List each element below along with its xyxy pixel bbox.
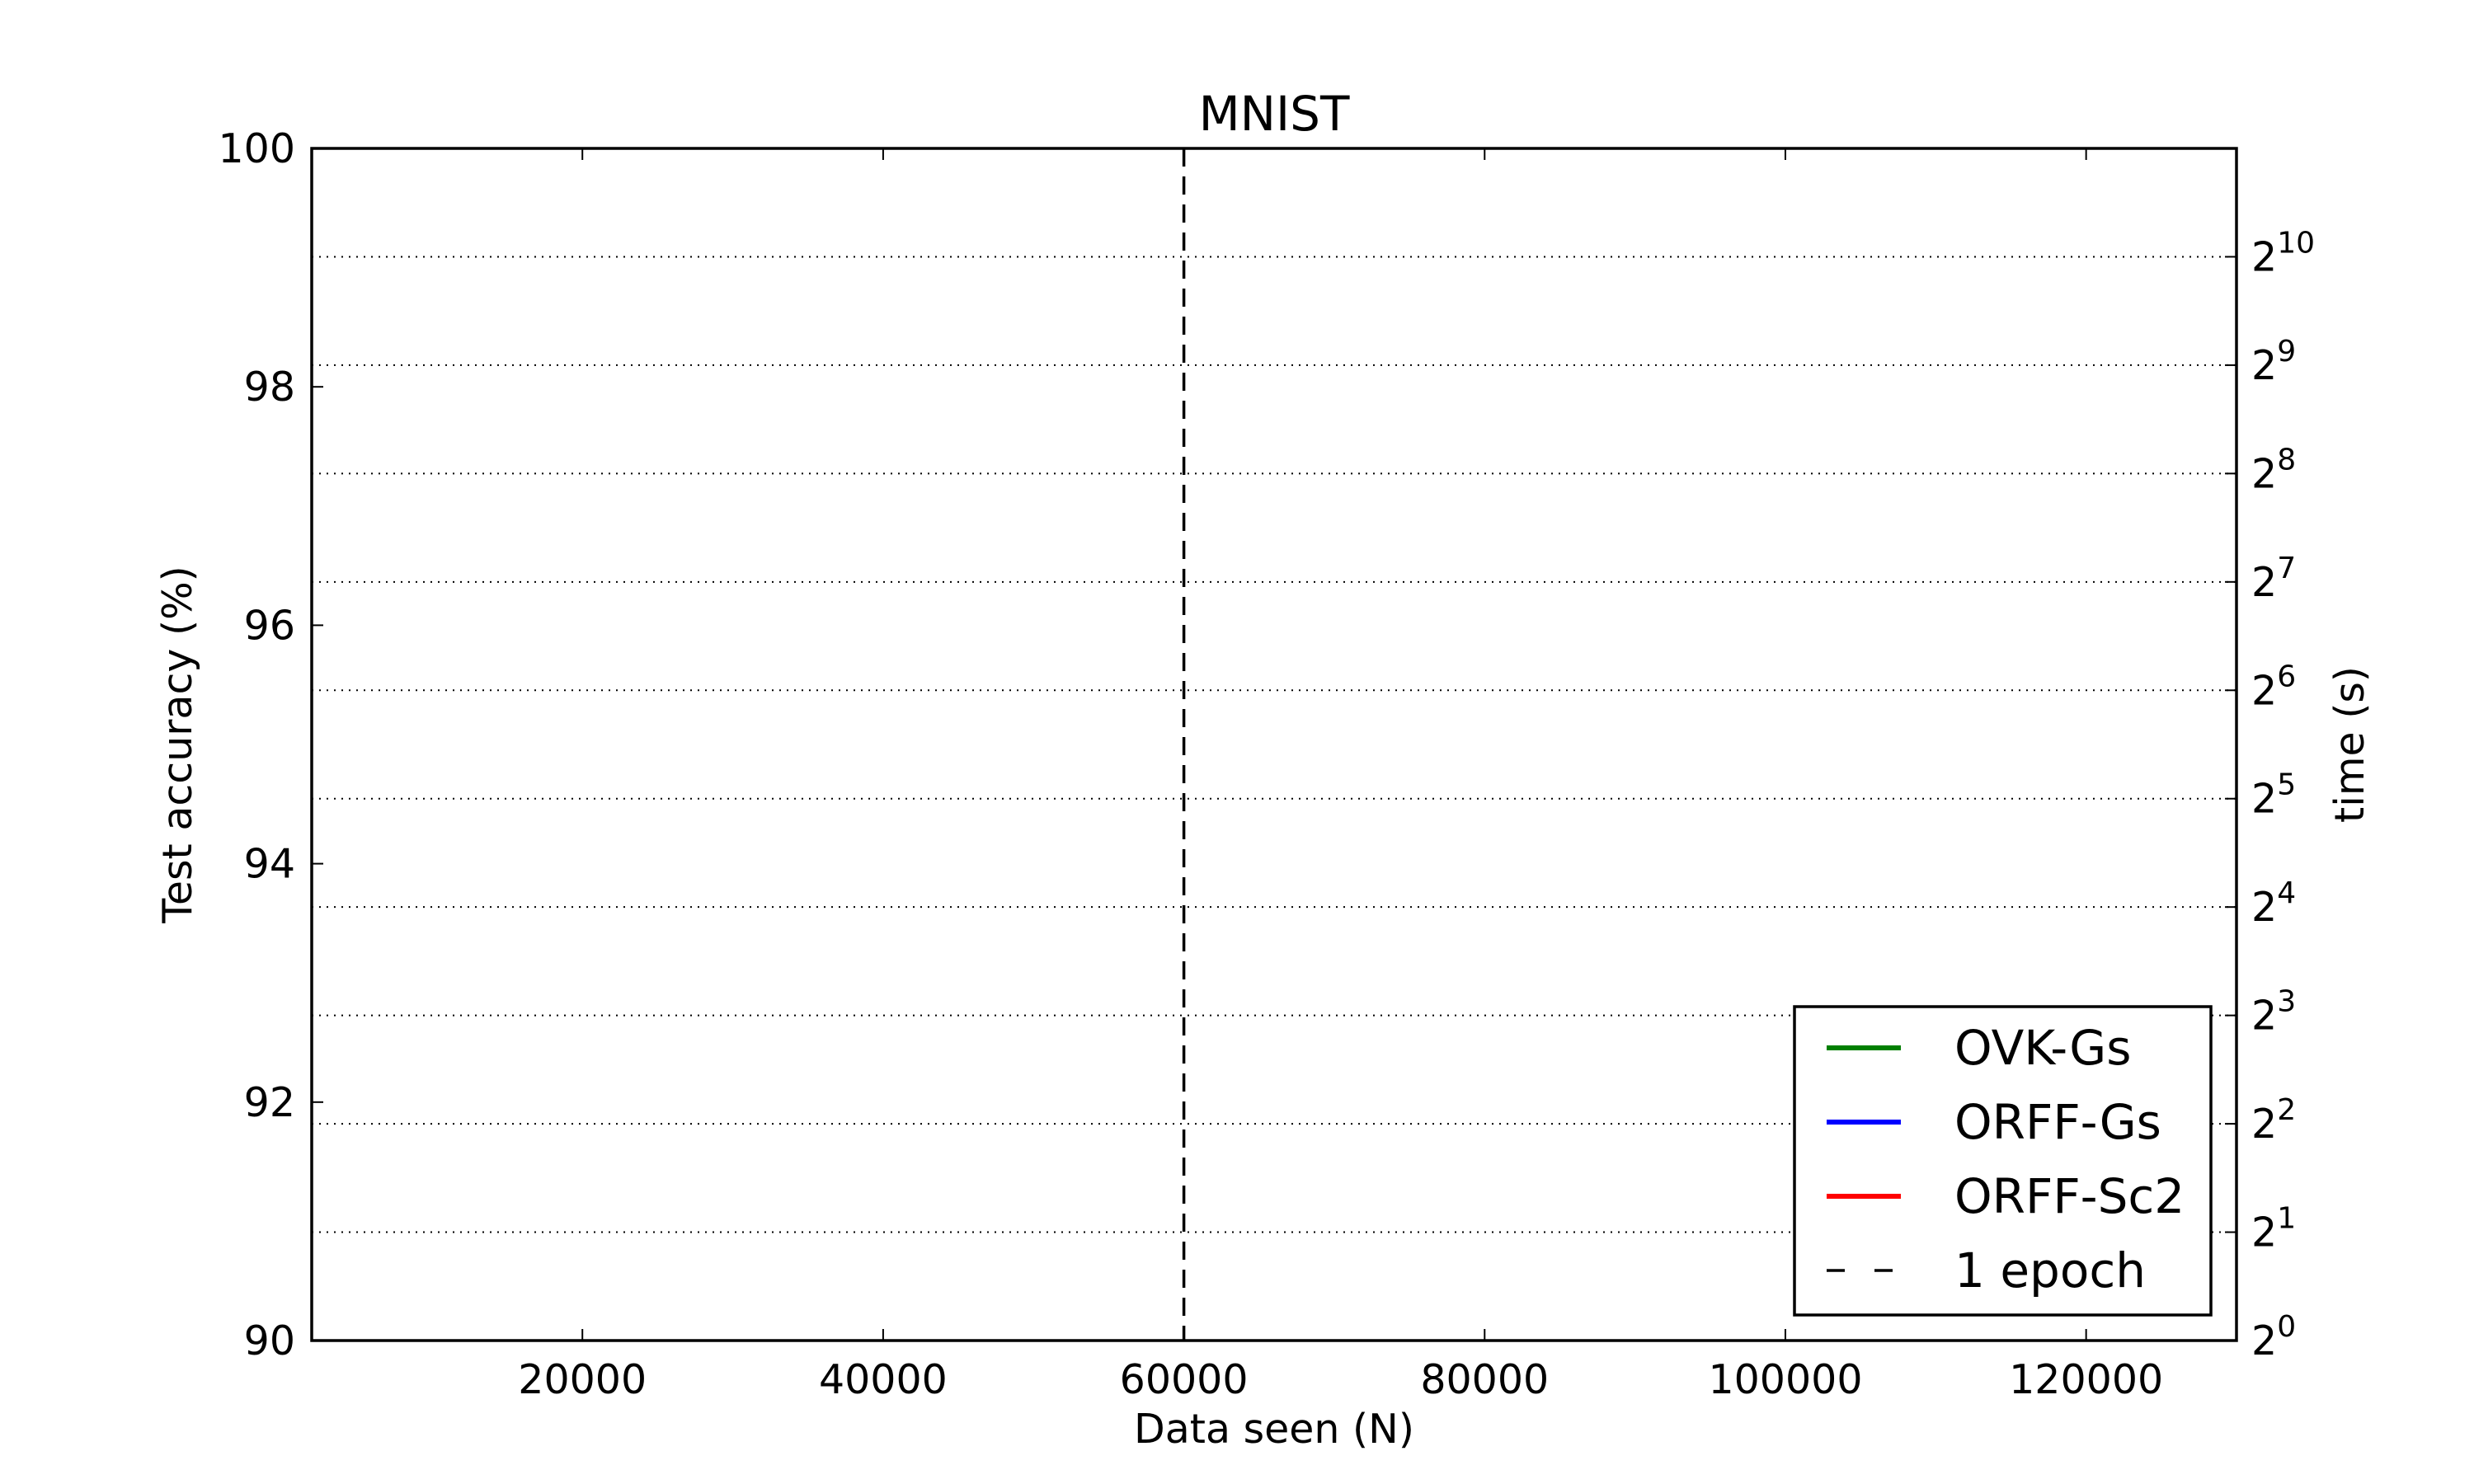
right-y-tick-label: 25 — [2251, 768, 2296, 823]
right-y-tick-label: 23 — [2251, 985, 2296, 1040]
right-y-tick-label: 27 — [2251, 552, 2296, 606]
right-y-tick-label: 28 — [2251, 443, 2296, 497]
x-axis-ticks: 20000 40000 60000 80000 100000 120000 — [518, 148, 2163, 1403]
legend-label: 1 epoch — [1954, 1242, 2146, 1298]
right-y-tick-label: 24 — [2251, 876, 2296, 931]
plot-area-frame — [310, 147, 2238, 1342]
x-tick-label: 100000 — [1708, 1356, 1862, 1403]
legend-label: ORFF-Gs — [1954, 1094, 2161, 1150]
legend-label: ORFF-Sc2 — [1954, 1168, 2185, 1224]
y-axis-label: Test accuracy (%) — [154, 566, 201, 924]
right-y-axis-ticks: 20 21 22 23 24 25 26 27 28 29 210 — [2225, 226, 2315, 1364]
y-tick-label: 94 — [244, 841, 295, 888]
x-axis-label: Data seen (N) — [1134, 1406, 1414, 1453]
x-tick-label: 60000 — [1120, 1356, 1249, 1403]
x-tick-label: 20000 — [518, 1356, 647, 1403]
chart-title: MNIST — [1199, 86, 1350, 142]
right-y-tick-label: 210 — [2251, 226, 2315, 280]
x-tick-label: 40000 — [819, 1356, 948, 1403]
right-y-tick-label: 20 — [2251, 1310, 2296, 1364]
y-tick-label: 100 — [218, 125, 295, 172]
x-tick-label: 80000 — [1420, 1356, 1549, 1403]
right-y-tick-label: 29 — [2251, 335, 2296, 389]
y-tick-label: 92 — [244, 1079, 295, 1126]
legend-label: OVK-Gs — [1954, 1020, 2131, 1076]
right-y-tick-label: 21 — [2251, 1202, 2296, 1256]
legend-frame — [1793, 1005, 2213, 1317]
y-tick-label: 96 — [244, 602, 295, 649]
right-y-axis-label: time (s) — [2326, 666, 2373, 823]
y-tick-label: 98 — [244, 364, 295, 411]
y-tick-label: 90 — [244, 1317, 295, 1364]
legend: OVK-Gs ORFF-Gs ORFF-Sc2 1 epoch — [1793, 1005, 2213, 1317]
y-axis-ticks: 90 92 94 96 98 100 — [218, 125, 323, 1364]
x-tick-label: 120000 — [2009, 1356, 2163, 1403]
right-y-tick-label: 22 — [2251, 1093, 2296, 1148]
right-y-tick-label: 26 — [2251, 660, 2296, 714]
